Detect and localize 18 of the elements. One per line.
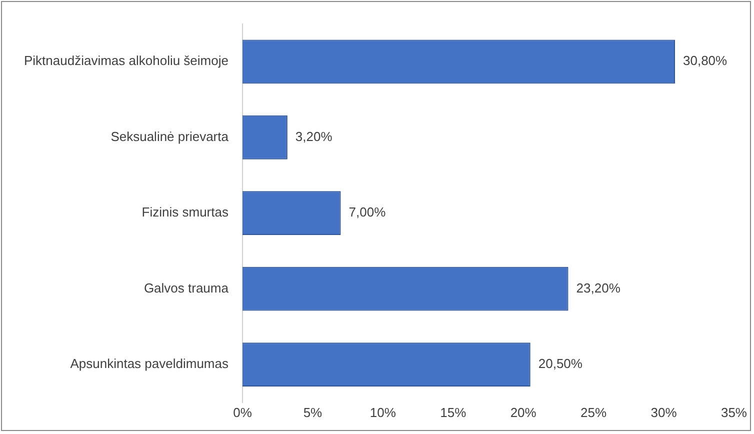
y-tick-label: Galvos trauma <box>144 280 230 296</box>
data-label: 3,20% <box>295 128 333 144</box>
x-tick-label: 35% <box>720 404 748 420</box>
data-label: 23,20% <box>576 280 621 296</box>
x-tick-label: 10% <box>370 404 396 420</box>
x-tick-label: 0% <box>233 404 252 420</box>
x-tick-label: 5% <box>303 404 323 420</box>
y-tick-label: Apsunkintas paveldimumas <box>70 356 229 372</box>
data-label: 7,00% <box>348 204 386 220</box>
x-tick-label: 20% <box>510 404 537 420</box>
y-tick-label: Fizinis smurtas <box>142 204 229 220</box>
x-tick-label: 15% <box>440 404 467 420</box>
x-tick-label: 25% <box>580 404 608 420</box>
y-tick-label: Piktnaudžiavimas alkoholiu šeimoje <box>24 53 228 68</box>
x-tick-label: 30% <box>650 404 678 420</box>
y-tick-label: Seksualinė prievarta <box>110 128 230 144</box>
data-label: 20,50% <box>538 356 583 372</box>
data-label: 30,80% <box>683 53 728 68</box>
